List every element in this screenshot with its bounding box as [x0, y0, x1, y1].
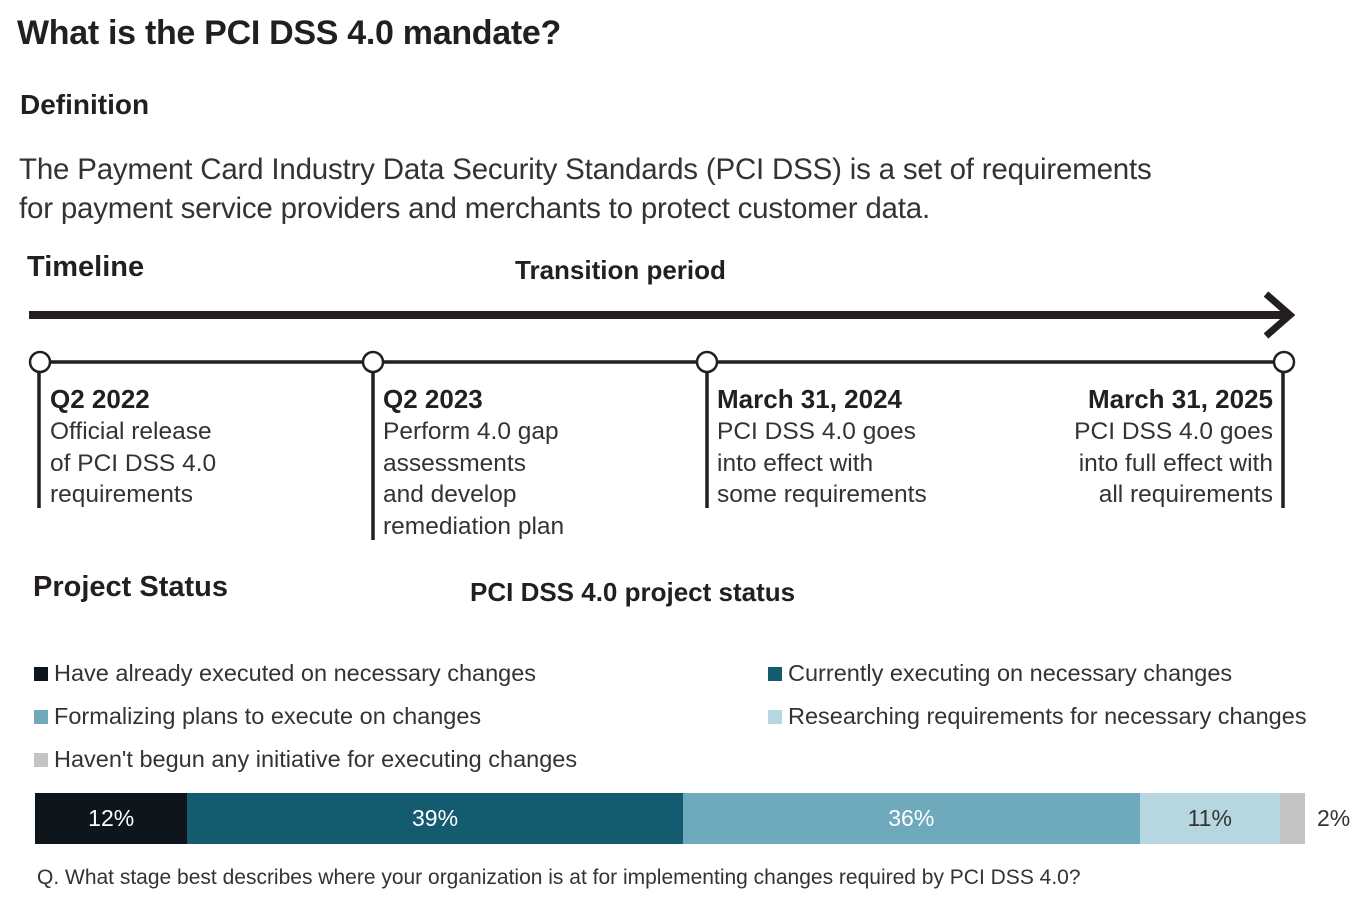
bar-segment: 11%: [1139, 793, 1280, 844]
stacked-bar: 12% 39% 36% 11%: [35, 793, 1305, 844]
arrow-head-icon: [1263, 291, 1296, 339]
definition-text: The Payment Card Industry Data Security …: [19, 150, 1152, 228]
legend-label: Have already executed on necessary chang…: [54, 660, 537, 686]
milestone-date: March 31, 2024: [717, 384, 903, 414]
milestone-desc-line: into full effect with: [1078, 449, 1273, 477]
milestone-desc-line: remediation plan: [383, 512, 565, 540]
definition-line: The Payment Card Industry Data Security …: [19, 153, 1152, 186]
bar-segment: 12%: [35, 793, 188, 844]
bar-value-label: 39%: [412, 805, 459, 831]
legend-swatch: [768, 666, 782, 681]
chart-title: PCI DSS 4.0 project status: [470, 577, 796, 607]
bar-segment: [1279, 793, 1305, 844]
milestone-date: Q2 2023: [383, 384, 483, 414]
legend-swatch: [34, 752, 48, 767]
transition-period-label: Transition period: [515, 255, 726, 285]
legend-label: Researching requirements for necessary c…: [788, 703, 1307, 729]
definition-heading: Definition: [20, 89, 150, 120]
milestone-desc-line: requirements: [50, 481, 193, 508]
milestone-desc-line: some requirements: [717, 481, 927, 508]
timeline-graphic: [28, 291, 1296, 540]
milestone-circle-icon: [695, 350, 719, 374]
legend-item: Currently executing on necessary changes: [768, 660, 1232, 687]
milestone-desc-line: PCI DSS 4.0 goes: [1074, 418, 1273, 445]
bar-segment: 39%: [187, 793, 683, 844]
legend-swatch: [34, 666, 48, 681]
bar-value-label: 2%: [1317, 805, 1351, 831]
milestone-desc-line: assessments: [383, 449, 526, 477]
legend-swatch: [34, 709, 48, 724]
timeline-heading: Timeline: [27, 251, 145, 283]
legend-label: Currently executing on necessary changes: [788, 660, 1233, 686]
milestone-march-2025: March 31, 2025 PCI DSS 4.0 goes into ful…: [1074, 382, 1273, 511]
survey-question: Q. What stage best describes where your …: [37, 866, 1081, 889]
milestone-desc-line: Official release: [50, 418, 212, 445]
milestone-circle-icon: [1272, 350, 1296, 374]
milestone-desc-line: PCI DSS 4.0 goes: [717, 418, 916, 445]
milestone-q2-2022: Q2 2022 Official release of PCI DSS 4.0 …: [50, 382, 216, 511]
milestone-desc-line: and develop: [383, 481, 517, 508]
legend-swatch: [768, 709, 782, 724]
bar-value-label: 11%: [1187, 805, 1232, 831]
milestone-desc-line: of PCI DSS 4.0: [50, 449, 217, 477]
legend-item: Have already executed on necessary chang…: [34, 660, 536, 687]
milestone-march-2024: March 31, 2024 PCI DSS 4.0 goes into eff…: [717, 382, 927, 511]
milestone-desc-line: Perform 4.0 gap: [383, 418, 559, 445]
legend-item: Haven't begun any initiative for executi…: [34, 746, 577, 773]
legend-item: Formalizing plans to execute on changes: [34, 703, 481, 730]
legend-item: Researching requirements for necessary c…: [768, 703, 1307, 730]
milestone-q2-2023: Q2 2023 Perform 4.0 gap assessments and …: [383, 382, 564, 542]
page-title: What is the PCI DSS 4.0 mandate?: [17, 14, 561, 52]
project-status-heading: Project Status: [33, 571, 228, 603]
legend-label: Formalizing plans to execute on changes: [54, 703, 482, 729]
milestone-desc-line: all requirements: [1098, 481, 1273, 508]
milestone-date: Q2 2022: [50, 384, 150, 414]
legend-label: Haven't begun any initiative for executi…: [54, 746, 578, 772]
milestone-circle-icon: [361, 350, 385, 374]
milestone-circle-icon: [28, 350, 52, 374]
definition-line: for payment service providers and mercha…: [19, 192, 930, 225]
bar-segment: 36%: [682, 793, 1140, 844]
bar-value-label: 12%: [88, 805, 135, 831]
milestone-date: March 31, 2025: [1087, 384, 1273, 414]
bar-value-label: 36%: [888, 805, 935, 831]
milestone-desc-line: into effect with: [717, 449, 874, 477]
